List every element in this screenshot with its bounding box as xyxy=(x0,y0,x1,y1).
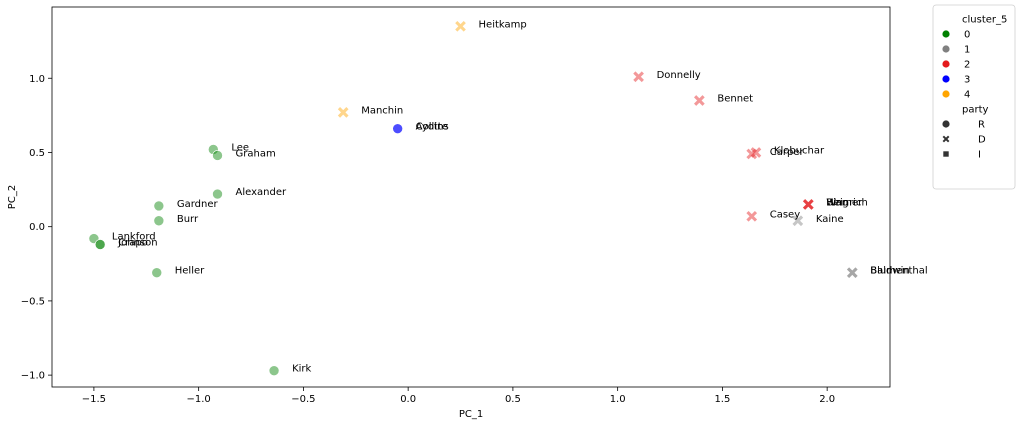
point-label-bennet: Bennet xyxy=(717,94,753,105)
legend-label-D: D xyxy=(978,135,986,146)
legend: cluster_5 0 1 2 3 4 party RDI xyxy=(932,4,1016,190)
point-label-lankford: Lankford xyxy=(112,232,156,243)
x-tick-label: 0.0 xyxy=(400,394,416,405)
y-tick-label: −0.5 xyxy=(21,296,45,307)
data-point-carper xyxy=(746,148,758,160)
point-label-kaine: Kaine xyxy=(816,214,844,225)
legend-frame xyxy=(932,4,1016,190)
plot-marks xyxy=(88,20,858,376)
legend-label-R: R xyxy=(978,120,985,131)
x-tick-label: 2.0 xyxy=(819,394,835,405)
legend-label-0: 0 xyxy=(964,30,970,41)
legend-label-1: 1 xyxy=(964,45,970,56)
data-point-bing xyxy=(802,199,814,210)
point-label-casey: Casey xyxy=(770,209,800,220)
legend-marker-3 xyxy=(942,75,950,83)
x-tick-label: 1.5 xyxy=(714,394,730,405)
point-label-lee: Lee xyxy=(231,143,249,154)
data-point-ayotte xyxy=(392,123,403,135)
legend-hue-title: cluster_5 xyxy=(962,15,1007,26)
data-point-donnelly xyxy=(633,71,644,83)
data-point-baldwin xyxy=(846,267,858,279)
legend-label-2: 2 xyxy=(964,60,970,71)
point-label-collins: Collins xyxy=(416,122,449,133)
point-label-graham: Graham xyxy=(236,148,276,159)
point-label-donnelly: Donnelly xyxy=(657,70,701,81)
point-label-warner: Warner xyxy=(826,197,863,208)
data-point-burr xyxy=(153,215,165,227)
data-point-bennet xyxy=(694,95,705,106)
y-axis: −1.0 −0.5 0.0 0.5 1.0 xyxy=(21,74,52,382)
point-label-manchin: Manchin xyxy=(361,105,403,116)
point-label-kirk: Kirk xyxy=(292,364,311,375)
legend-marker-1 xyxy=(942,45,950,53)
data-point-kirk xyxy=(268,365,280,376)
data-point-blumenthal xyxy=(846,267,858,279)
legend-label-3: 3 xyxy=(964,75,970,86)
point-label-alexander: Alexander xyxy=(236,187,287,198)
y-tick-label: 0.0 xyxy=(29,222,45,233)
point-label-heitkamp: Heitkamp xyxy=(479,19,527,30)
x-axis-label: PC_1 xyxy=(459,409,483,420)
legend-marker-2 xyxy=(942,60,950,68)
x-tick-label: 0.5 xyxy=(505,394,521,405)
x-tick-label: −0.5 xyxy=(291,394,315,405)
plot-frame xyxy=(51,6,891,388)
point-label-klobuchar: Klobuchar xyxy=(774,145,825,156)
legend-label-I: I xyxy=(978,150,981,161)
data-point-gardner xyxy=(153,200,165,212)
data-point-johnson xyxy=(94,239,106,250)
data-point-manchin xyxy=(337,107,349,118)
x-axis: −1.5 −1.0 −0.5 0.0 0.5 1.0 1.5 2.0 xyxy=(82,387,835,405)
point-label-carper: Carper xyxy=(770,147,805,158)
data-point-lee xyxy=(208,144,219,155)
point-label-gardner: Gardner xyxy=(177,199,219,210)
y-axis-label: PC_2 xyxy=(7,185,18,209)
x-tick-label: −1.0 xyxy=(187,394,211,405)
point-label-crapo: Crapo xyxy=(118,238,148,249)
legend-marker-0 xyxy=(942,30,950,38)
legend-label-4: 4 xyxy=(964,90,970,101)
data-point-heller xyxy=(151,267,163,279)
data-point-warner xyxy=(802,199,814,210)
data-point-alexander xyxy=(212,188,223,200)
x-tick-label: −1.5 xyxy=(82,394,106,405)
data-point-klobuchar xyxy=(750,147,762,158)
data-point-heitkamp xyxy=(455,20,466,32)
legend-marker-R xyxy=(942,120,950,128)
y-tick-label: 0.5 xyxy=(29,148,45,159)
data-point-casey xyxy=(746,210,758,222)
y-tick-label: 1.0 xyxy=(29,74,45,85)
data-point-kaine xyxy=(792,215,804,227)
point-label-johnson: Johnson xyxy=(117,238,157,249)
legend-marker-4 xyxy=(942,90,950,98)
point-label-heinrich: Heinrich xyxy=(826,197,868,208)
data-point-graham xyxy=(212,150,223,161)
x-tick-label: 1.0 xyxy=(610,394,626,405)
point-label-burr: Burr xyxy=(177,214,199,225)
point-label-bing: Bing xyxy=(826,197,848,208)
data-point-heinrich xyxy=(802,199,814,210)
point-label-heller: Heller xyxy=(175,266,205,277)
point-label-ayotte: Ayotte xyxy=(416,122,448,133)
legend-marker-I xyxy=(943,151,949,157)
legend-marker-D xyxy=(942,135,950,143)
legend-style-title: party xyxy=(962,105,989,116)
y-tick-label: −1.0 xyxy=(21,371,45,382)
point-label-blumenthal: Blumenthal xyxy=(870,266,927,277)
